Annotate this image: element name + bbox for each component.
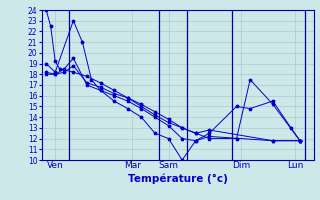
- X-axis label: Température (°c): Température (°c): [128, 173, 228, 184]
